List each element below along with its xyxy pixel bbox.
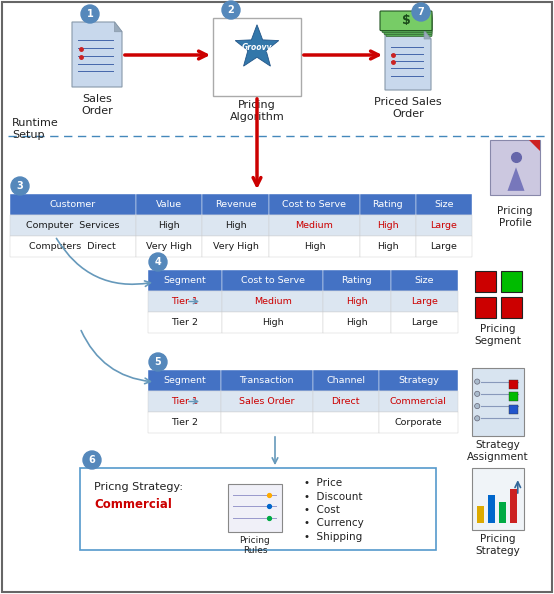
Text: High: High <box>346 318 368 327</box>
FancyBboxPatch shape <box>472 368 524 436</box>
FancyBboxPatch shape <box>148 370 220 391</box>
FancyBboxPatch shape <box>490 140 540 195</box>
Text: Revenue: Revenue <box>215 200 257 209</box>
Text: Tier 1: Tier 1 <box>172 297 198 306</box>
Text: High: High <box>262 318 284 327</box>
FancyBboxPatch shape <box>475 271 496 292</box>
Text: Customer: Customer <box>50 200 96 209</box>
FancyBboxPatch shape <box>379 370 458 391</box>
Text: Tier 1: Tier 1 <box>171 397 198 406</box>
FancyBboxPatch shape <box>202 194 269 215</box>
FancyBboxPatch shape <box>477 506 485 523</box>
FancyBboxPatch shape <box>379 412 458 433</box>
Text: Pricing
Rules: Pricing Rules <box>240 536 270 555</box>
Polygon shape <box>424 30 431 39</box>
Text: 2: 2 <box>228 5 234 15</box>
Circle shape <box>475 416 480 421</box>
Text: Direct: Direct <box>332 397 360 406</box>
Text: Computers  Direct: Computers Direct <box>29 242 116 251</box>
FancyBboxPatch shape <box>136 194 202 215</box>
Text: Large: Large <box>411 297 438 306</box>
FancyBboxPatch shape <box>220 412 313 433</box>
Text: Strategy
Assignment: Strategy Assignment <box>467 440 529 462</box>
Text: •  Cost: • Cost <box>304 505 340 515</box>
Text: Pricing
Strategy: Pricing Strategy <box>476 534 520 555</box>
FancyBboxPatch shape <box>323 270 391 291</box>
Text: Segment: Segment <box>163 276 207 285</box>
Text: Rating: Rating <box>342 276 372 285</box>
Text: 1: 1 <box>86 9 94 19</box>
FancyBboxPatch shape <box>510 393 518 402</box>
FancyBboxPatch shape <box>148 412 220 433</box>
Text: Size: Size <box>414 276 434 285</box>
Text: Transaction: Transaction <box>239 376 294 385</box>
FancyBboxPatch shape <box>416 236 472 257</box>
Circle shape <box>475 391 480 396</box>
FancyBboxPatch shape <box>10 215 136 236</box>
FancyBboxPatch shape <box>313 412 379 433</box>
Circle shape <box>83 451 101 469</box>
Text: Very High: Very High <box>146 242 192 251</box>
FancyBboxPatch shape <box>384 15 432 34</box>
Circle shape <box>149 253 167 271</box>
Text: Tier 2: Tier 2 <box>171 418 198 427</box>
FancyBboxPatch shape <box>391 312 458 333</box>
Polygon shape <box>529 140 540 151</box>
Text: High: High <box>377 242 399 251</box>
FancyBboxPatch shape <box>222 270 323 291</box>
Text: Priced Sales
Order: Priced Sales Order <box>374 97 442 119</box>
FancyBboxPatch shape <box>323 291 391 312</box>
Text: Pricing
Segment: Pricing Segment <box>475 324 521 346</box>
FancyBboxPatch shape <box>269 194 360 215</box>
Text: 4: 4 <box>155 257 161 267</box>
FancyBboxPatch shape <box>136 215 202 236</box>
FancyBboxPatch shape <box>382 13 432 33</box>
Text: 6: 6 <box>89 455 95 465</box>
FancyBboxPatch shape <box>391 270 458 291</box>
Text: Segment: Segment <box>163 376 206 385</box>
Text: High: High <box>158 221 179 230</box>
Text: Medium: Medium <box>295 221 334 230</box>
Text: •  Shipping: • Shipping <box>304 532 362 542</box>
FancyBboxPatch shape <box>416 215 472 236</box>
Text: Tier 2: Tier 2 <box>172 318 198 327</box>
FancyBboxPatch shape <box>202 236 269 257</box>
Circle shape <box>475 403 480 409</box>
Text: $: $ <box>402 14 411 27</box>
FancyBboxPatch shape <box>10 194 136 215</box>
Text: Medium: Medium <box>254 297 291 306</box>
FancyBboxPatch shape <box>488 495 495 523</box>
FancyBboxPatch shape <box>228 484 282 532</box>
Text: High: High <box>304 242 325 251</box>
Polygon shape <box>72 22 122 87</box>
FancyBboxPatch shape <box>510 489 517 523</box>
FancyBboxPatch shape <box>360 236 416 257</box>
FancyBboxPatch shape <box>213 18 301 96</box>
Text: Commercial: Commercial <box>390 397 447 406</box>
Circle shape <box>222 1 240 19</box>
Text: 3: 3 <box>17 181 23 191</box>
FancyBboxPatch shape <box>501 296 522 318</box>
FancyBboxPatch shape <box>379 391 458 412</box>
Text: Cost to Serve: Cost to Serve <box>283 200 346 209</box>
Text: •  Price: • Price <box>304 478 342 488</box>
Circle shape <box>11 177 29 195</box>
FancyBboxPatch shape <box>269 236 360 257</box>
Text: Large: Large <box>411 318 438 327</box>
FancyBboxPatch shape <box>269 215 360 236</box>
FancyBboxPatch shape <box>391 291 458 312</box>
Text: Very High: Very High <box>213 242 259 251</box>
Circle shape <box>475 379 480 384</box>
FancyBboxPatch shape <box>220 370 313 391</box>
Text: Pricing
Profile: Pricing Profile <box>497 206 533 228</box>
Polygon shape <box>507 168 525 191</box>
Text: Runtime
Setup: Runtime Setup <box>12 118 59 140</box>
FancyBboxPatch shape <box>313 370 379 391</box>
FancyBboxPatch shape <box>499 502 506 523</box>
Polygon shape <box>115 22 122 31</box>
FancyBboxPatch shape <box>501 271 522 292</box>
FancyBboxPatch shape <box>510 405 518 413</box>
Text: Computer  Services: Computer Services <box>26 221 120 230</box>
FancyBboxPatch shape <box>220 391 313 412</box>
